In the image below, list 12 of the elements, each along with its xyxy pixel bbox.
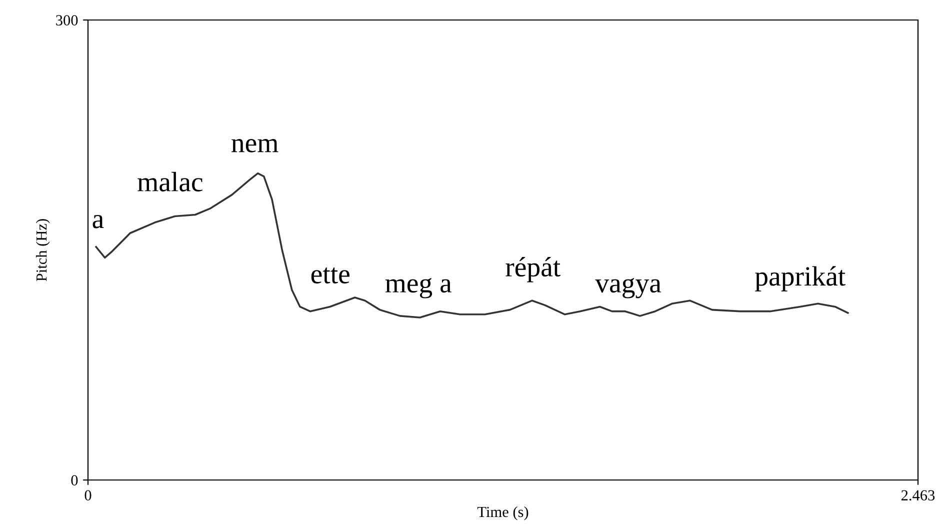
annotation: vagya <box>595 278 662 298</box>
annotation: a <box>92 214 104 228</box>
x-tick-label: 2.463 <box>901 490 935 501</box>
y-tick-label: 300 <box>56 15 78 26</box>
annotation: malac <box>138 172 202 192</box>
annotation: nem <box>232 138 278 152</box>
annotation: meg a <box>385 278 452 298</box>
annotation: répát <box>506 256 560 282</box>
annotation: ette <box>311 268 350 284</box>
annotation: paprikát <box>755 266 846 292</box>
y-axis-title: Pitch (Hz) <box>36 219 50 282</box>
x-axis-title: Time (s) <box>477 506 528 520</box>
